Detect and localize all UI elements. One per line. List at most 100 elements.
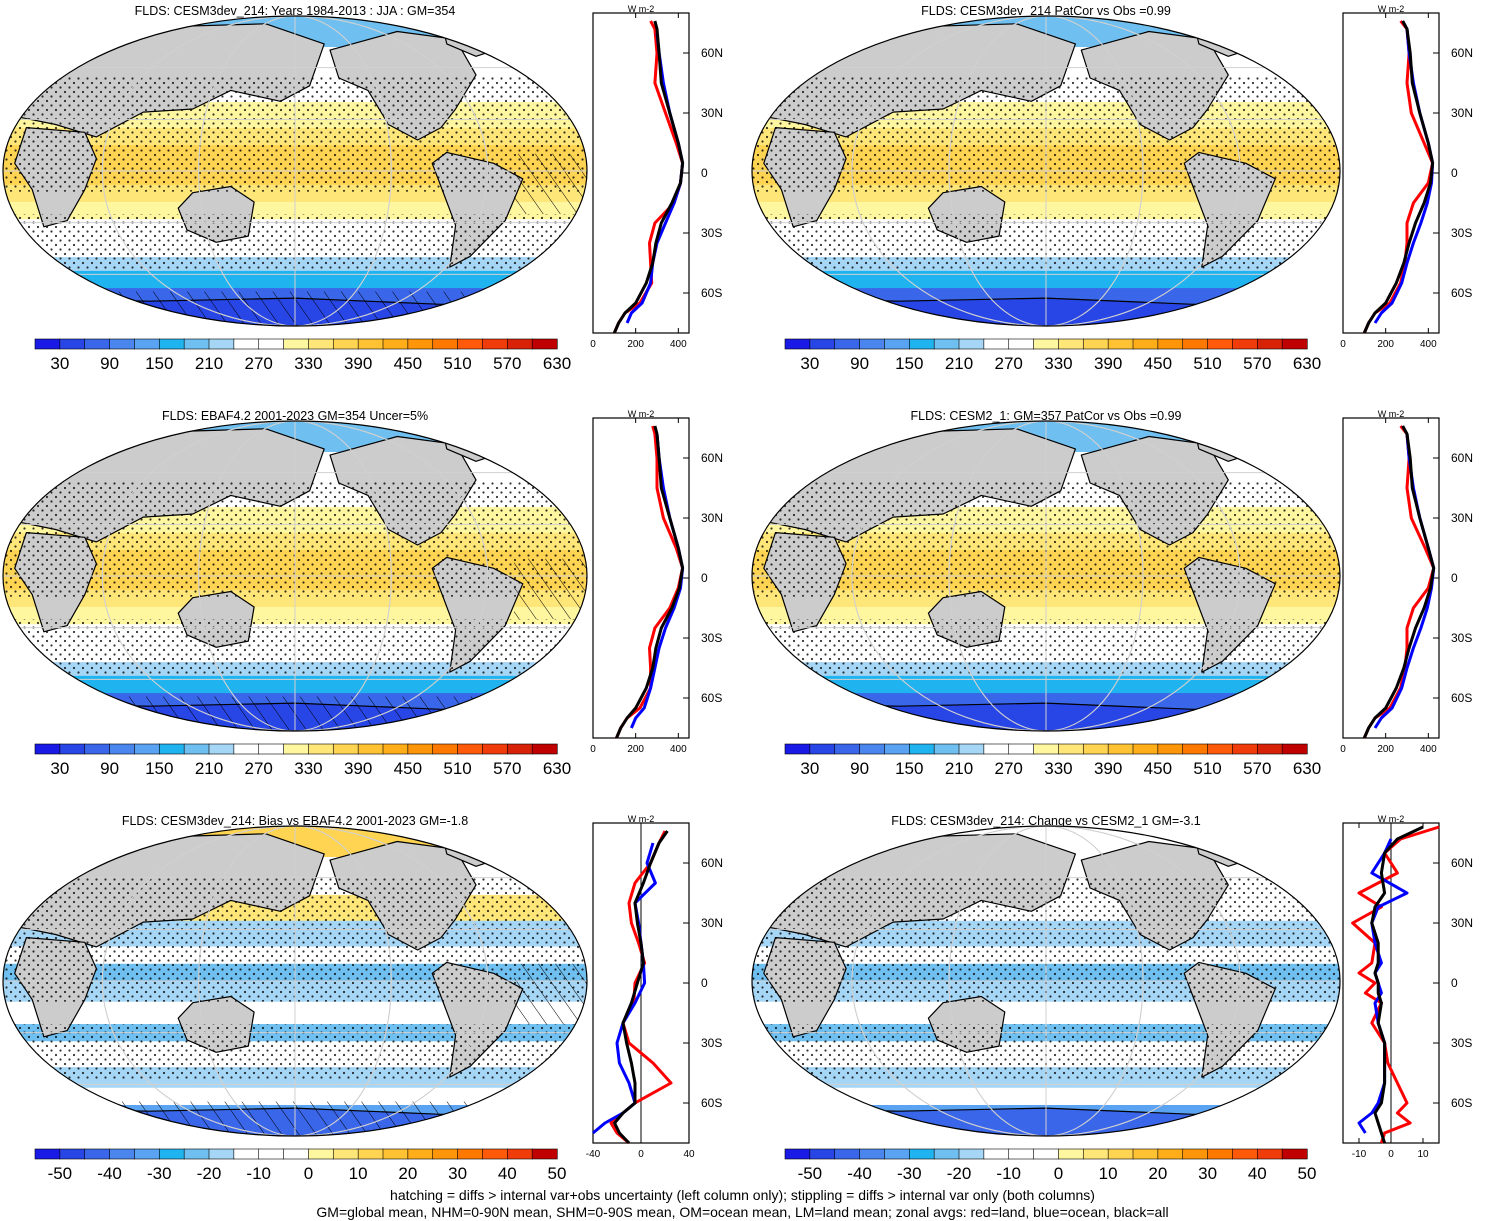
colorbar: 30 90 150 210 270 330 390 450 510 570 630 <box>34 743 571 778</box>
zonal-xtick-label: 200 <box>627 339 644 350</box>
footer-note-legend: GM=global mean, NHM=0-90N mean, SHM=0-90… <box>316 1204 1169 1220</box>
colorbar-swatch <box>357 338 384 350</box>
colorbar-swatch <box>1232 338 1258 350</box>
colorbar-label: 210 <box>195 354 223 373</box>
zonal-series-all <box>1362 20 1435 334</box>
zonal-xtick-label: 10 <box>1417 1149 1429 1160</box>
zonal-ytick-label: 30S <box>1451 226 1472 240</box>
colorbar-swatch <box>233 743 260 755</box>
colorbar-swatch <box>134 743 160 755</box>
colorbar-swatch <box>482 743 508 755</box>
graticule-lon <box>101 826 489 1136</box>
colorbar-swatch <box>357 743 384 755</box>
colorbar-swatch <box>933 1148 960 1160</box>
colorbar-swatch <box>34 1148 61 1160</box>
zonal-xtick-label: 40 <box>683 1149 695 1160</box>
hatching-overlay <box>514 558 587 620</box>
map-4 <box>752 421 1340 731</box>
colorbar-swatch <box>1207 743 1234 755</box>
colorbar-label: 450 <box>394 354 422 373</box>
zonal-frame <box>592 12 690 334</box>
colorbar-swatch <box>506 743 533 755</box>
colorbar-label: 630 <box>543 354 571 373</box>
colorbar-swatch <box>183 338 210 350</box>
zonal-ytick-label: 0 <box>701 976 708 990</box>
zonal-xtick-label: 0 <box>638 1149 644 1160</box>
colorbar-swatch <box>208 743 235 755</box>
colorbar-swatch <box>1107 1148 1134 1160</box>
colorbar-swatch <box>482 338 508 350</box>
colorbar-label: 20 <box>1148 1164 1167 1183</box>
colorbar-swatch <box>1058 338 1084 350</box>
colorbar-swatch <box>1008 743 1035 755</box>
colorbar-swatch <box>1232 743 1258 755</box>
zonal-ytick-label: 30S <box>701 631 722 645</box>
colorbar-label: 40 <box>498 1164 517 1183</box>
colorbar-swatch <box>1256 1148 1283 1160</box>
colorbar-label: 510 <box>443 354 471 373</box>
zonal-ytick-label: 0 <box>701 571 708 585</box>
colorbar-swatch <box>382 338 409 350</box>
colorbar-label: -30 <box>897 1164 922 1183</box>
colorbar-swatch <box>1132 338 1159 350</box>
zonal-ytick-label: 0 <box>1451 571 1458 585</box>
colorbar-label: 150 <box>895 759 923 778</box>
colorbar-label: 90 <box>850 354 869 373</box>
colorbar-swatch <box>1058 1148 1084 1160</box>
zonal-series-all <box>613 830 669 1145</box>
map-border <box>751 15 1341 327</box>
colorbar-swatch <box>432 1148 459 1160</box>
map-border <box>751 825 1341 1137</box>
colorbar-swatch <box>1157 743 1184 755</box>
colorbar-swatch <box>809 338 836 350</box>
hatching-overlay <box>514 963 587 1025</box>
colorbar-label: 150 <box>145 759 173 778</box>
colorbar-swatch <box>834 1148 861 1160</box>
colorbar-label: 390 <box>344 354 372 373</box>
colorbar-swatch <box>233 1148 260 1160</box>
colorbar-label: 90 <box>850 759 869 778</box>
colorbar-label: 270 <box>995 354 1023 373</box>
colorbar-swatch <box>884 1148 910 1160</box>
zonal-unit: W m-2 <box>628 4 655 14</box>
zonal-ytick-label: 0 <box>1451 976 1458 990</box>
colorbar-swatch <box>407 1148 434 1160</box>
colorbar-swatch <box>1281 743 1308 755</box>
colorbar-swatch <box>958 1148 985 1160</box>
colorbar-swatch <box>1058 743 1084 755</box>
colorbar-swatch <box>432 743 459 755</box>
graticule-lon <box>948 16 1144 326</box>
colorbar-label: -30 <box>147 1164 172 1183</box>
zonal-series-land <box>1362 20 1435 334</box>
colorbar-swatch <box>109 1148 136 1160</box>
zonal-ytick-label: 60N <box>701 856 723 870</box>
zonal-xtick-label: 0 <box>1340 339 1346 350</box>
zonal-series-all <box>1362 425 1436 739</box>
zonal-unit: W m-2 <box>1378 4 1405 14</box>
colorbar-swatch <box>457 1148 484 1160</box>
colorbar-swatch <box>983 338 1010 350</box>
colorbar-label: 50 <box>548 1164 567 1183</box>
colorbar-label: 150 <box>145 354 173 373</box>
colorbar-label: 510 <box>443 759 471 778</box>
colorbar-swatch <box>258 338 285 350</box>
colorbar-label: 630 <box>1293 759 1321 778</box>
zonal-xtick-label: 0 <box>1388 1149 1394 1160</box>
zonal-xtick-label: 400 <box>670 744 687 755</box>
zonal-xtick-label: 0 <box>1340 744 1346 755</box>
colorbar-swatch <box>859 338 886 350</box>
colorbar-swatch <box>1157 1148 1184 1160</box>
colorbar-swatch <box>332 338 359 350</box>
colorbar-label: 210 <box>945 354 973 373</box>
zonal-series-all <box>612 20 685 334</box>
map-border <box>2 15 588 327</box>
panel-6: FLDS: CESM3dev_214: Change vs CESM2_1 GM… <box>751 814 1473 1183</box>
zonal-xtick-label: -40 <box>586 1149 601 1160</box>
colorbar-label: -40 <box>97 1164 122 1183</box>
colorbar-swatch <box>809 1148 836 1160</box>
colorbar-swatch <box>859 1148 886 1160</box>
zonal-xtick-label: 0 <box>590 744 596 755</box>
colorbar-swatch <box>1256 743 1283 755</box>
zonal-ytick-label: 60S <box>701 1096 722 1110</box>
colorbar-swatch <box>1232 1148 1258 1160</box>
